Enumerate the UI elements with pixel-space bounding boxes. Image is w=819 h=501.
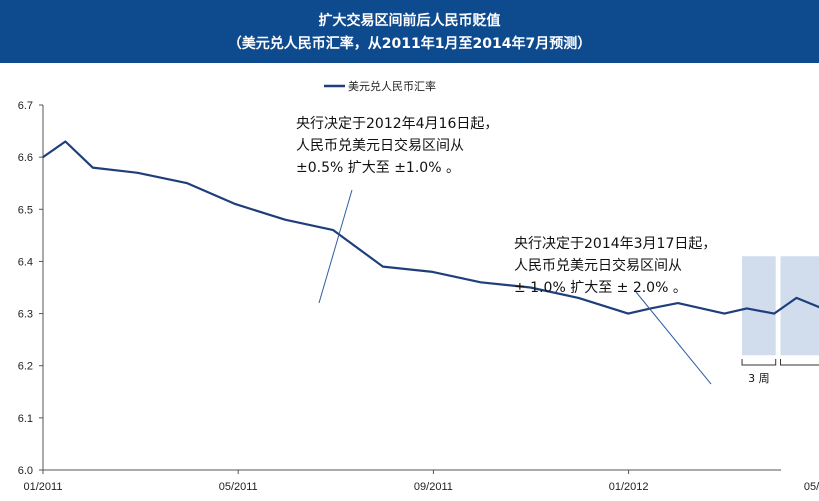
bracket xyxy=(780,359,819,366)
y-tick-label: 6.3 xyxy=(18,309,33,321)
data-point xyxy=(332,229,334,231)
data-point xyxy=(136,171,139,174)
data-point xyxy=(773,312,775,315)
data-point xyxy=(186,182,189,185)
data-point xyxy=(529,286,532,289)
exchange-rate-chart: 3 周3 个月2 个月6.06.16.26.36.46.56.66.701/20… xyxy=(18,79,819,493)
x-tick-label: 09/2011 xyxy=(414,481,453,493)
data-point xyxy=(382,265,384,268)
data-point xyxy=(234,203,237,205)
highlight-box xyxy=(742,256,776,356)
y-tick-label: 6.0 xyxy=(18,465,33,477)
y-tick-label: 6.5 xyxy=(18,204,33,216)
data-point xyxy=(677,302,679,304)
legend-label: 美元兑人民币汇率 xyxy=(348,79,436,93)
annotation-line: ±0.5% 扩大至 ±1.0% 。 xyxy=(296,160,460,176)
data-point xyxy=(431,271,434,273)
y-tick-label: 6.4 xyxy=(18,256,33,268)
data-point xyxy=(42,156,44,158)
annotation-line: 央行决定于2012年4月16日起， xyxy=(296,116,498,132)
highlight-label: 3 周 xyxy=(748,372,770,385)
annotation-pointer xyxy=(318,189,353,304)
x-tick-label: 01/2012 xyxy=(609,481,649,493)
data-point xyxy=(723,312,726,315)
data-point xyxy=(577,297,580,299)
y-tick-label: 6.1 xyxy=(18,413,33,425)
chart-subtitle: （美元兑人民币汇率，从2011年1月至2014年7月预测） xyxy=(227,36,592,52)
data-point xyxy=(284,218,286,221)
data-point xyxy=(64,140,67,143)
annotation-line: 人民币兑美元日交易区间从 xyxy=(296,137,464,154)
series-line xyxy=(42,140,819,315)
y-tick-label: 6.7 xyxy=(18,100,33,112)
x-tick-label: 05/2011 xyxy=(219,481,258,493)
title-banner: 扩大交易区间前后人民币贬值 （美元兑人民币汇率，从2011年1月至2014年7月… xyxy=(0,0,819,63)
data-point xyxy=(627,312,629,315)
data-point xyxy=(91,166,94,169)
data-point xyxy=(479,281,482,284)
annotation-pointer xyxy=(635,291,712,385)
bracket xyxy=(741,359,777,366)
x-tick-label: 05/2012 xyxy=(804,481,819,493)
annotation-line: ± 1.0% 扩大至 ± 2.0% 。 xyxy=(514,280,687,296)
annotation-line: 人民币兑美元日交易区间从 xyxy=(514,257,682,274)
data-point xyxy=(746,307,748,310)
data-point xyxy=(795,297,798,299)
y-tick-label: 6.2 xyxy=(18,361,33,373)
annotation-line: 央行决定于2014年3月17日起， xyxy=(514,236,716,252)
y-tick-label: 6.6 xyxy=(18,152,33,164)
x-tick-label: 01/2011 xyxy=(24,481,63,493)
chart-title: 扩大交易区间前后人民币贬值 xyxy=(318,13,501,29)
